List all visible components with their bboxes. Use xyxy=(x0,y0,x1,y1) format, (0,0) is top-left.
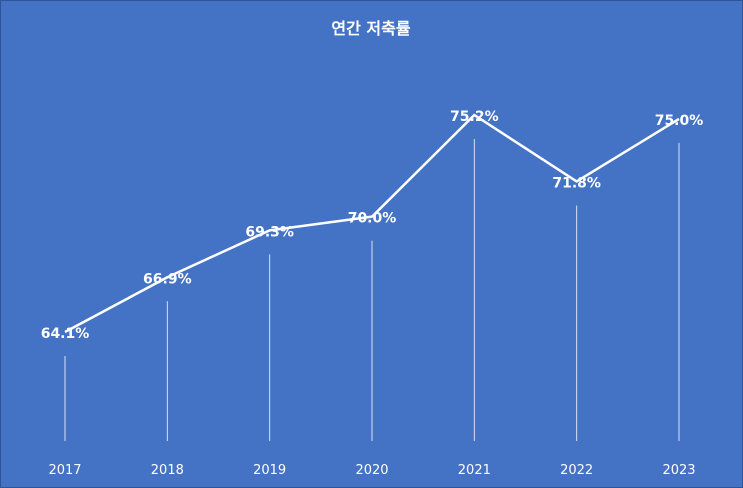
chart-title: 연간 저축률 xyxy=(331,19,410,38)
data-label-2019: 69.3% xyxy=(245,224,294,240)
data-label-2022: 71.8% xyxy=(552,175,601,191)
x-tick-2020: 2020 xyxy=(355,463,388,478)
data-label-2017: 64.1% xyxy=(41,326,90,342)
series-line xyxy=(64,113,680,334)
x-tick-2018: 2018 xyxy=(151,463,184,478)
x-tick-2019: 2019 xyxy=(253,463,286,478)
x-tick-2021: 2021 xyxy=(458,463,491,478)
data-label-2020: 70.0% xyxy=(348,211,397,227)
x-tick-2023: 2023 xyxy=(662,463,695,478)
data-label-2018: 66.9% xyxy=(143,271,192,287)
x-tick-2017: 2017 xyxy=(48,463,81,478)
data-label-2023: 75.0% xyxy=(655,113,704,129)
x-tick-2022: 2022 xyxy=(560,463,593,478)
data-label-2021: 75.2% xyxy=(450,109,499,125)
